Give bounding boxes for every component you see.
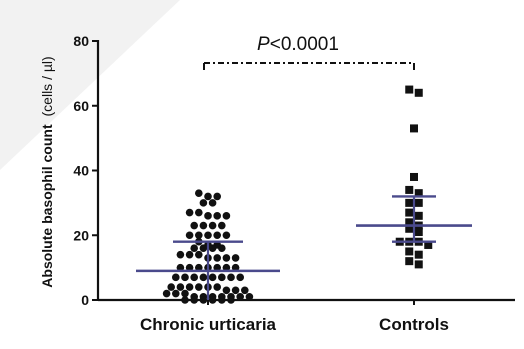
data-point-control — [405, 257, 414, 266]
data-point-urticaria — [213, 263, 221, 272]
data-point-urticaria — [241, 286, 249, 295]
data-point-urticaria — [208, 221, 217, 230]
data-point-urticaria — [162, 289, 171, 298]
data-point-urticaria — [213, 283, 221, 291]
data-point-control — [414, 88, 423, 97]
data-point-urticaria — [213, 231, 221, 240]
data-point-urticaria — [190, 296, 198, 304]
data-point-urticaria — [199, 221, 208, 230]
data-point-control — [414, 198, 423, 207]
y-axis-title-main: Absolute basophil count — [39, 124, 55, 288]
data-point-urticaria — [185, 263, 194, 272]
data-point-urticaria — [218, 244, 226, 252]
y-axis-title-unit: (cells / µl) — [39, 56, 55, 116]
data-point-urticaria — [236, 273, 244, 282]
data-point-urticaria — [185, 250, 194, 259]
data-point-urticaria — [236, 292, 244, 301]
p-value-rest: <0.0001 — [270, 34, 339, 55]
data-point-control — [405, 218, 414, 227]
data-point-urticaria — [181, 273, 189, 282]
data-point-urticaria — [208, 296, 217, 304]
data-point-urticaria — [222, 286, 231, 295]
background-decoration — [0, 0, 180, 170]
data-point-urticaria — [199, 199, 208, 207]
y-tick-label: 60 — [73, 98, 89, 114]
data-point-urticaria — [172, 273, 180, 282]
data-point-urticaria — [227, 296, 235, 304]
y-tick-label: 40 — [73, 163, 89, 179]
data-point-control — [414, 211, 423, 220]
data-point-urticaria — [167, 283, 175, 291]
data-point-urticaria — [222, 231, 231, 240]
data-point-urticaria — [222, 263, 231, 272]
x-category-label: Chronic urticaria — [140, 315, 277, 334]
data-point-control — [405, 198, 414, 207]
data-point-urticaria — [222, 254, 231, 262]
p-value-annotation: P<0.0001 — [257, 34, 339, 55]
data-point-urticaria — [222, 212, 231, 220]
data-point-urticaria — [213, 192, 221, 201]
data-point-urticaria — [195, 189, 203, 197]
data-point-urticaria — [199, 244, 208, 252]
data-point-urticaria — [204, 212, 212, 220]
data-point-urticaria — [231, 254, 240, 262]
data-point-control — [414, 228, 423, 237]
data-point-urticaria — [181, 289, 189, 298]
data-point-control — [405, 185, 414, 194]
y-tick-label: 20 — [73, 227, 89, 243]
data-point-urticaria — [195, 283, 203, 291]
p-value-italic: P — [257, 34, 270, 55]
data-point-urticaria — [208, 199, 217, 207]
data-point-urticaria — [172, 289, 180, 298]
data-point-urticaria — [185, 231, 194, 240]
data-point-control — [405, 247, 414, 256]
data-point-urticaria — [227, 273, 235, 282]
data-point-urticaria — [176, 263, 185, 272]
data-point-urticaria — [185, 283, 194, 291]
significance-bracket: P<0.0001 — [203, 34, 415, 70]
data-point-control — [405, 208, 414, 217]
data-point-urticaria — [190, 273, 198, 282]
axes: 0 20 40 60 80 Chronic urticaria Controls — [73, 33, 515, 334]
data-point-urticaria — [176, 283, 185, 291]
y-tick-label: 80 — [73, 33, 89, 49]
data-point-urticaria — [213, 254, 221, 262]
data-point-control — [410, 172, 418, 181]
data-point-control — [414, 189, 423, 198]
data-point-urticaria — [218, 296, 226, 304]
data-point-control — [414, 260, 423, 269]
data-point-urticaria — [213, 212, 221, 220]
data-point-control — [405, 224, 414, 233]
data-point-urticaria — [208, 273, 217, 282]
y-axis-title: Absolute basophil count (cells / µl) — [39, 56, 55, 287]
data-point-urticaria — [208, 244, 217, 252]
data-point-urticaria — [204, 192, 212, 201]
data-point-control — [405, 85, 414, 94]
data-point-urticaria — [245, 292, 254, 301]
data-point-urticaria — [231, 263, 240, 272]
data-point-urticaria — [195, 231, 203, 240]
data-point-urticaria — [199, 273, 208, 282]
data-point-urticaria — [195, 208, 203, 217]
data-point-control — [424, 240, 433, 249]
data-point-urticaria — [185, 208, 194, 217]
data-point-urticaria — [199, 296, 208, 304]
mean-sd-bars — [136, 195, 472, 300]
y-tick-label: 0 — [81, 292, 89, 308]
data-point-control — [410, 124, 418, 133]
data-point-urticaria — [190, 244, 198, 252]
data-point-urticaria — [190, 221, 198, 230]
data-point-urticaria — [181, 296, 189, 304]
data-point-urticaria — [195, 250, 203, 259]
data-point-urticaria — [218, 221, 226, 230]
data-point-control — [414, 250, 423, 259]
data-point-urticaria — [231, 286, 240, 295]
data-point-urticaria — [204, 231, 212, 240]
data-point-urticaria — [195, 263, 203, 272]
data-point-urticaria — [218, 273, 226, 282]
x-category-label: Controls — [379, 315, 449, 334]
data-point-urticaria — [176, 250, 185, 259]
